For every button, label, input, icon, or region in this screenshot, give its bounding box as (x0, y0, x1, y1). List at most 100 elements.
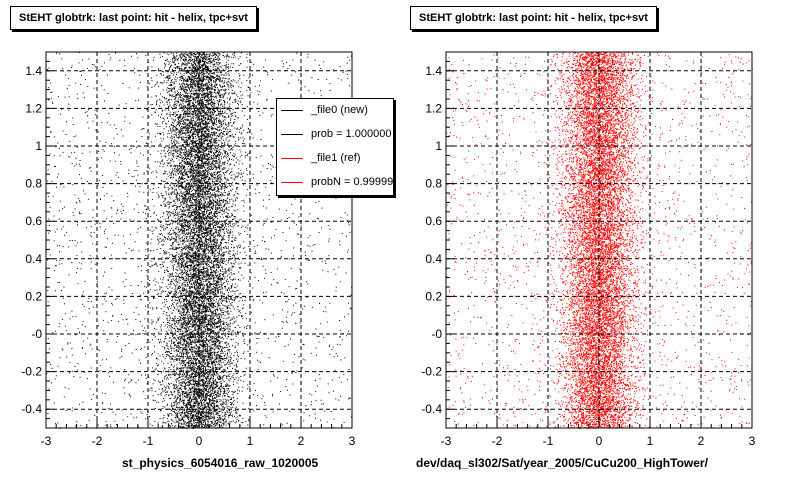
scatter-point (197, 359, 199, 361)
scatter-point (191, 326, 193, 328)
scatter-point (254, 332, 256, 334)
scatter-point (192, 211, 194, 213)
scatter-point (232, 218, 234, 220)
scatter-point (229, 221, 231, 223)
scatter-point (219, 100, 221, 102)
scatter-point (186, 113, 188, 115)
scatter-point (224, 395, 226, 397)
scatter-point (176, 135, 178, 137)
scatter-point (191, 318, 193, 320)
scatter-point (227, 368, 228, 369)
scatter-point (255, 252, 257, 254)
scatter-point (184, 281, 186, 283)
scatter-point (187, 114, 189, 116)
scatter-point (202, 106, 204, 108)
scatter-point (212, 128, 214, 130)
scatter-point (212, 373, 214, 375)
scatter-point (151, 265, 153, 267)
scatter-point (212, 274, 214, 276)
scatter-point (202, 273, 204, 275)
scatter-point (187, 253, 189, 255)
scatter-point (216, 401, 217, 403)
scatter-point (225, 412, 227, 413)
scatter-point (206, 160, 207, 162)
scatter-point (192, 147, 194, 149)
scatter-point (204, 76, 206, 77)
scatter-point (170, 135, 172, 137)
scatter-point (105, 311, 107, 313)
scatter-point (216, 135, 218, 137)
scatter-point (162, 313, 164, 315)
scatter-point (210, 245, 212, 247)
scatter-point (212, 387, 214, 389)
scatter-point (171, 139, 173, 141)
scatter-point (146, 86, 148, 88)
scatter-point (213, 192, 215, 194)
scatter-point (174, 359, 176, 360)
scatter-point (234, 80, 236, 82)
scatter-point (329, 83, 331, 84)
scatter-point (194, 73, 195, 75)
scatter-point (193, 138, 195, 140)
scatter-point (180, 76, 182, 78)
scatter-point (197, 265, 199, 266)
scatter-point (170, 89, 172, 91)
scatter-point (199, 167, 201, 169)
scatter-point (174, 164, 176, 166)
scatter-point (182, 322, 184, 324)
scatter-point (174, 86, 176, 88)
scatter-point (174, 341, 176, 343)
scatter-point (184, 330, 186, 332)
scatter-point (207, 186, 208, 188)
scatter-point (202, 158, 204, 160)
scatter-point (155, 170, 157, 172)
scatter-point (234, 155, 235, 157)
scatter-point (179, 322, 181, 324)
scatter-point (254, 188, 256, 190)
scatter-point (178, 149, 180, 151)
scatter-point (216, 392, 218, 394)
scatter-point (222, 359, 224, 361)
scatter-point (212, 279, 214, 281)
scatter-point (189, 126, 191, 128)
scatter-point (192, 204, 194, 206)
scatter-point (219, 305, 221, 307)
scatter-point (185, 196, 187, 198)
scatter-point (209, 277, 211, 279)
scatter-point (211, 62, 213, 64)
scatter-point (185, 92, 187, 94)
scatter-point (191, 349, 193, 351)
scatter-point (189, 358, 191, 360)
scatter-point (234, 326, 236, 328)
scatter-point (232, 265, 234, 267)
scatter-point (190, 81, 192, 83)
scatter-point (171, 253, 173, 255)
scatter-point (175, 320, 177, 322)
scatter-point (216, 239, 218, 241)
scatter-point (178, 301, 180, 303)
scatter-point (223, 105, 225, 107)
scatter-point (177, 320, 179, 322)
scatter-point (203, 285, 205, 287)
scatter-point (225, 154, 227, 156)
scatter-point (174, 96, 176, 97)
scatter-point (224, 131, 226, 132)
scatter-point (157, 370, 159, 372)
scatter-point (199, 193, 201, 195)
scatter-point (157, 293, 159, 295)
scatter-point (232, 394, 234, 396)
scatter-point (204, 200, 206, 202)
scatter-point (193, 323, 195, 325)
scatter-point (189, 210, 191, 211)
scatter-point (187, 271, 188, 272)
scatter-point (192, 381, 194, 383)
scatter-point (182, 192, 184, 194)
scatter-point (196, 215, 198, 217)
scatter-point (215, 394, 216, 396)
scatter-point (242, 402, 244, 404)
scatter-point (232, 414, 234, 416)
scatter-point (188, 62, 190, 64)
scatter-point (214, 196, 216, 198)
scatter-point (225, 268, 226, 270)
scatter-point (174, 237, 176, 239)
